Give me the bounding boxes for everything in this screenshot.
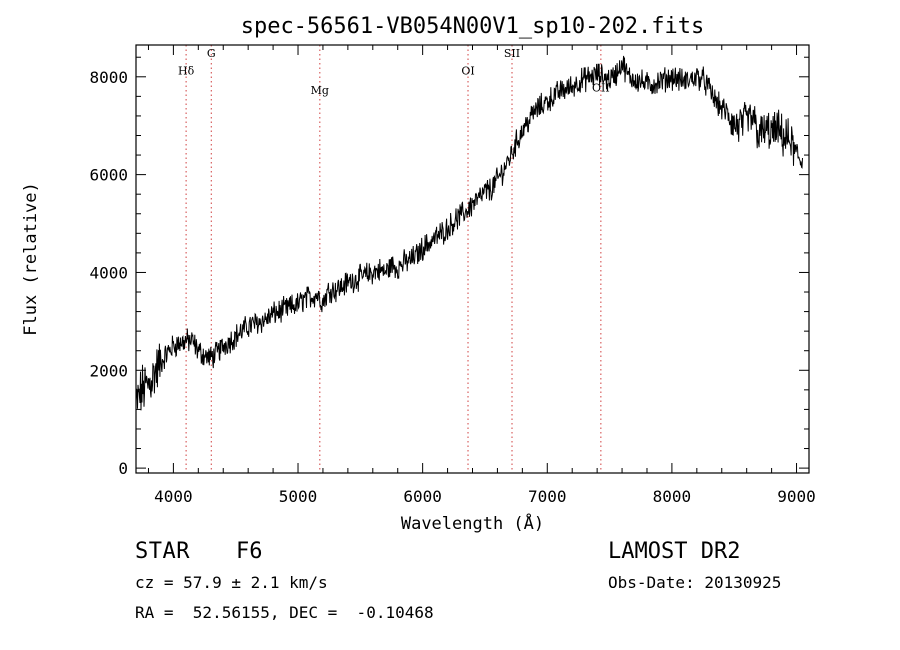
- x-tick-label: 7000: [528, 487, 567, 506]
- plot-frame: [135, 44, 810, 474]
- object-subclass: F6: [236, 539, 263, 564]
- ra-dec-coordinates: RA = 52.56155, DEC = -0.10468: [135, 603, 434, 622]
- line-marker-label: OI: [461, 64, 474, 77]
- chart-title: spec-56561-VB054N00V1_sp10-202.fits: [241, 14, 705, 39]
- x-tick-label: 5000: [279, 487, 318, 506]
- y-tick-label: 6000: [89, 166, 128, 185]
- x-tick-label: 9000: [777, 487, 816, 506]
- redshift-velocity: cz = 57.9 ± 2.1 km/s: [135, 573, 328, 592]
- line-marker-label: G: [207, 47, 216, 60]
- y-tick-label: 4000: [89, 263, 128, 282]
- line-marker-label: Mg: [311, 84, 329, 97]
- observation-date: Obs-Date: 20130925: [608, 573, 782, 592]
- x-axis-label: Wavelength (Å): [401, 512, 544, 534]
- spectrum-line: [135, 55, 803, 411]
- line-marker-label: OII: [592, 81, 610, 94]
- x-tick-label: 6000: [403, 487, 442, 506]
- y-tick-label: 8000: [89, 68, 128, 87]
- y-axis-label: Flux (relative): [21, 182, 41, 336]
- line-marker-label: SII: [504, 47, 520, 60]
- line-marker-label: Hδ: [178, 64, 195, 77]
- y-tick-label: 0: [118, 459, 128, 478]
- object-class: STAR: [135, 539, 190, 564]
- survey-name: LAMOST DR2: [608, 539, 741, 564]
- x-tick-label: 4000: [154, 487, 193, 506]
- y-tick-label: 2000: [89, 361, 128, 380]
- x-tick-label: 8000: [653, 487, 692, 506]
